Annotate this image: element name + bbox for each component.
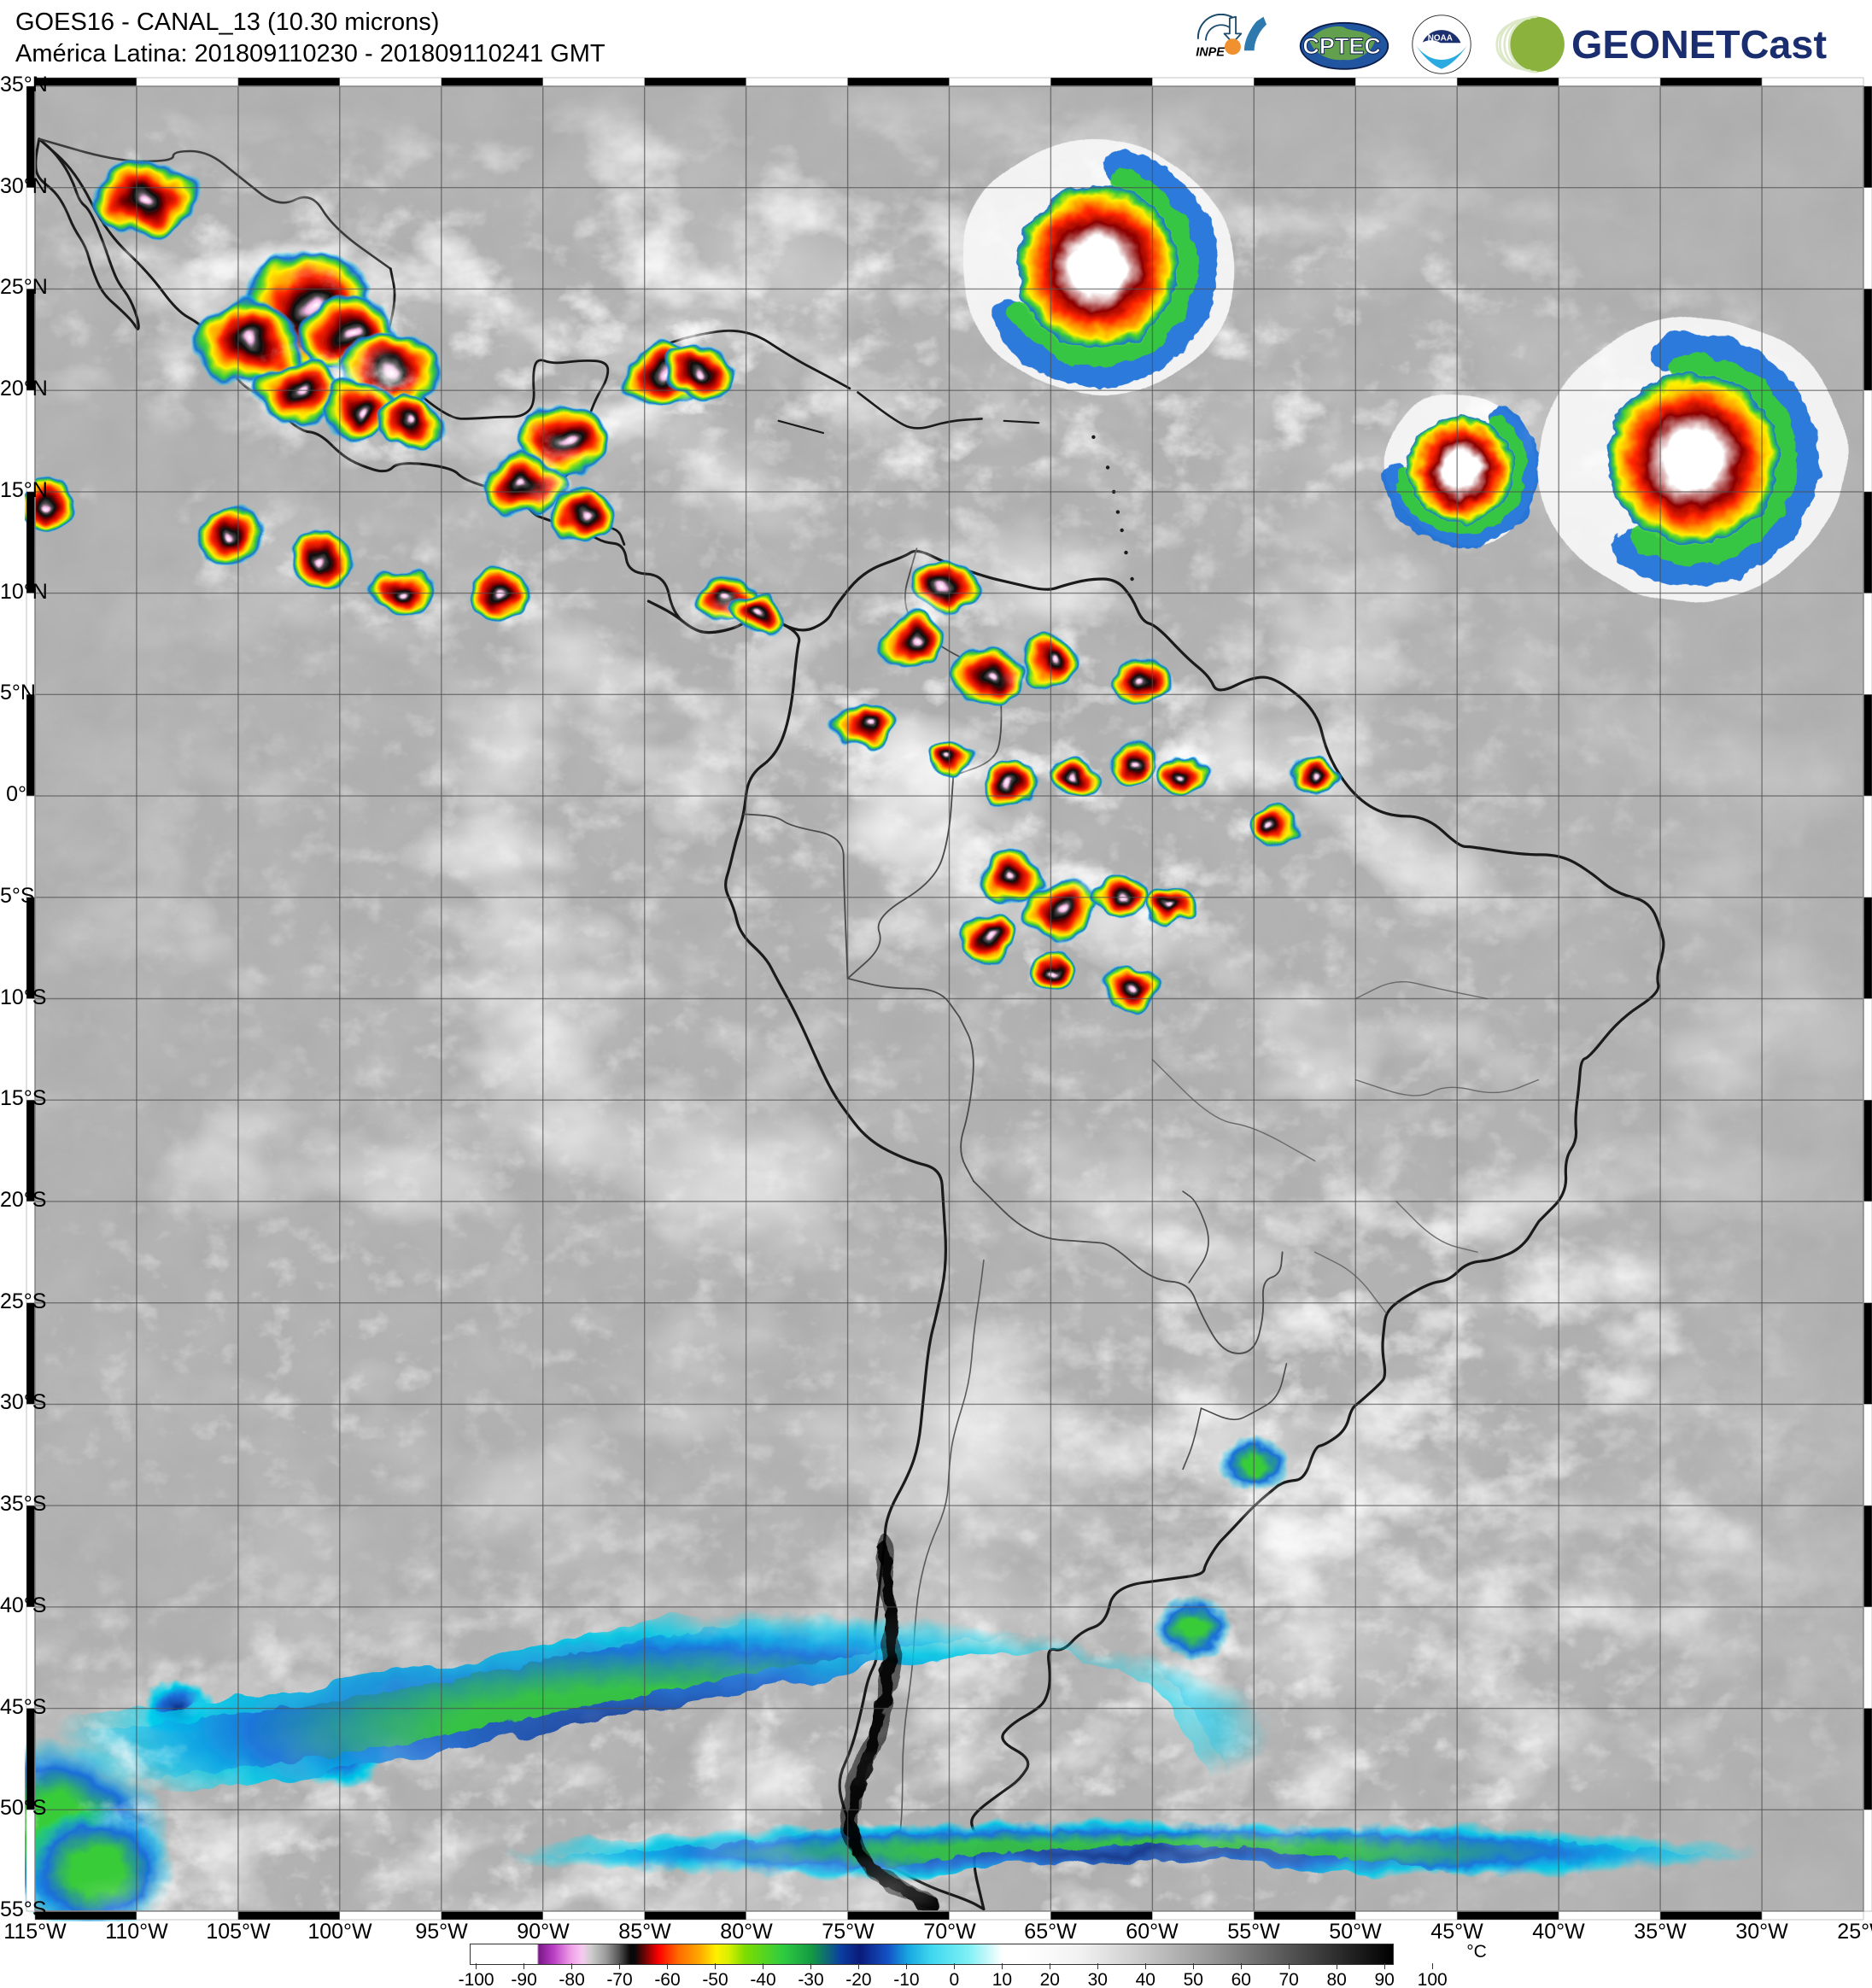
svg-text:CPTEC: CPTEC <box>1302 33 1381 59</box>
svg-text:NOAA: NOAA <box>1428 34 1453 44</box>
svg-text:GEONETCast: GEONETCast <box>1571 22 1827 67</box>
svg-text:INPE: INPE <box>1196 46 1225 60</box>
